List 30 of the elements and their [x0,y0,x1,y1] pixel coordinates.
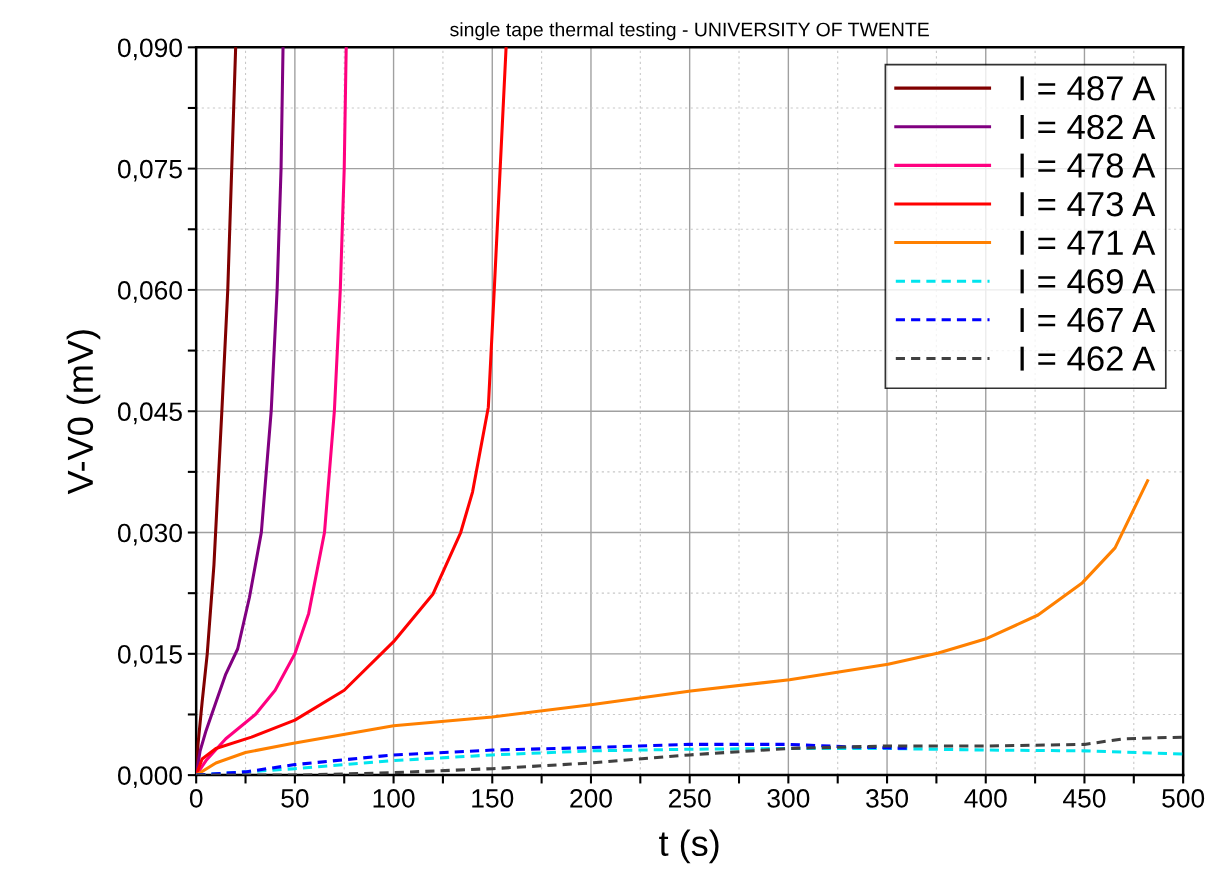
y-tick-label: 0,045 [117,402,182,425]
x-tick-label: 50 [281,789,309,808]
y-tick-label: 0,060 [117,281,182,303]
legend-label: I = 469 A [1020,269,1156,294]
line-series [196,479,1150,776]
x-tick-label: 100 [373,789,415,808]
chart-title: single tape thermal testing - UNIVERSITY OF TWENTE [450,22,929,41]
legend-label: I = 487 A [1020,76,1156,101]
x-tick-label: 250 [668,789,711,808]
y-tick-label: 0,030 [117,523,182,546]
x-tick-label: 450 [1063,789,1106,808]
y-tick-label: 0,075 [117,159,182,182]
x-axis-title: t (s) [659,829,719,864]
legend-label: I = 473 A [1020,191,1156,217]
y-tick-label: 0,015 [117,644,182,667]
legend-label: I = 482 A [1020,114,1156,140]
x-tick-label: 150 [472,789,514,808]
legend-label: I = 478 A [1020,153,1156,178]
x-tick-label: 400 [964,789,1007,808]
x-tick-label: 200 [570,789,612,808]
y-tick-label: 0,090 [117,38,182,61]
y-tick-label: 0,000 [117,766,182,789]
legend-label: I = 467 A [1020,307,1156,333]
legend-label: I = 471 A [1020,230,1156,255]
y-axis-title: V-V0 (mV) [66,330,101,495]
legend-label: I = 462 A [1020,346,1156,371]
x-tick-label: 0 [189,789,203,808]
x-tick-label: 350 [866,789,909,808]
x-tick-label: 300 [767,789,810,808]
x-tick-label: 500 [1162,789,1205,808]
